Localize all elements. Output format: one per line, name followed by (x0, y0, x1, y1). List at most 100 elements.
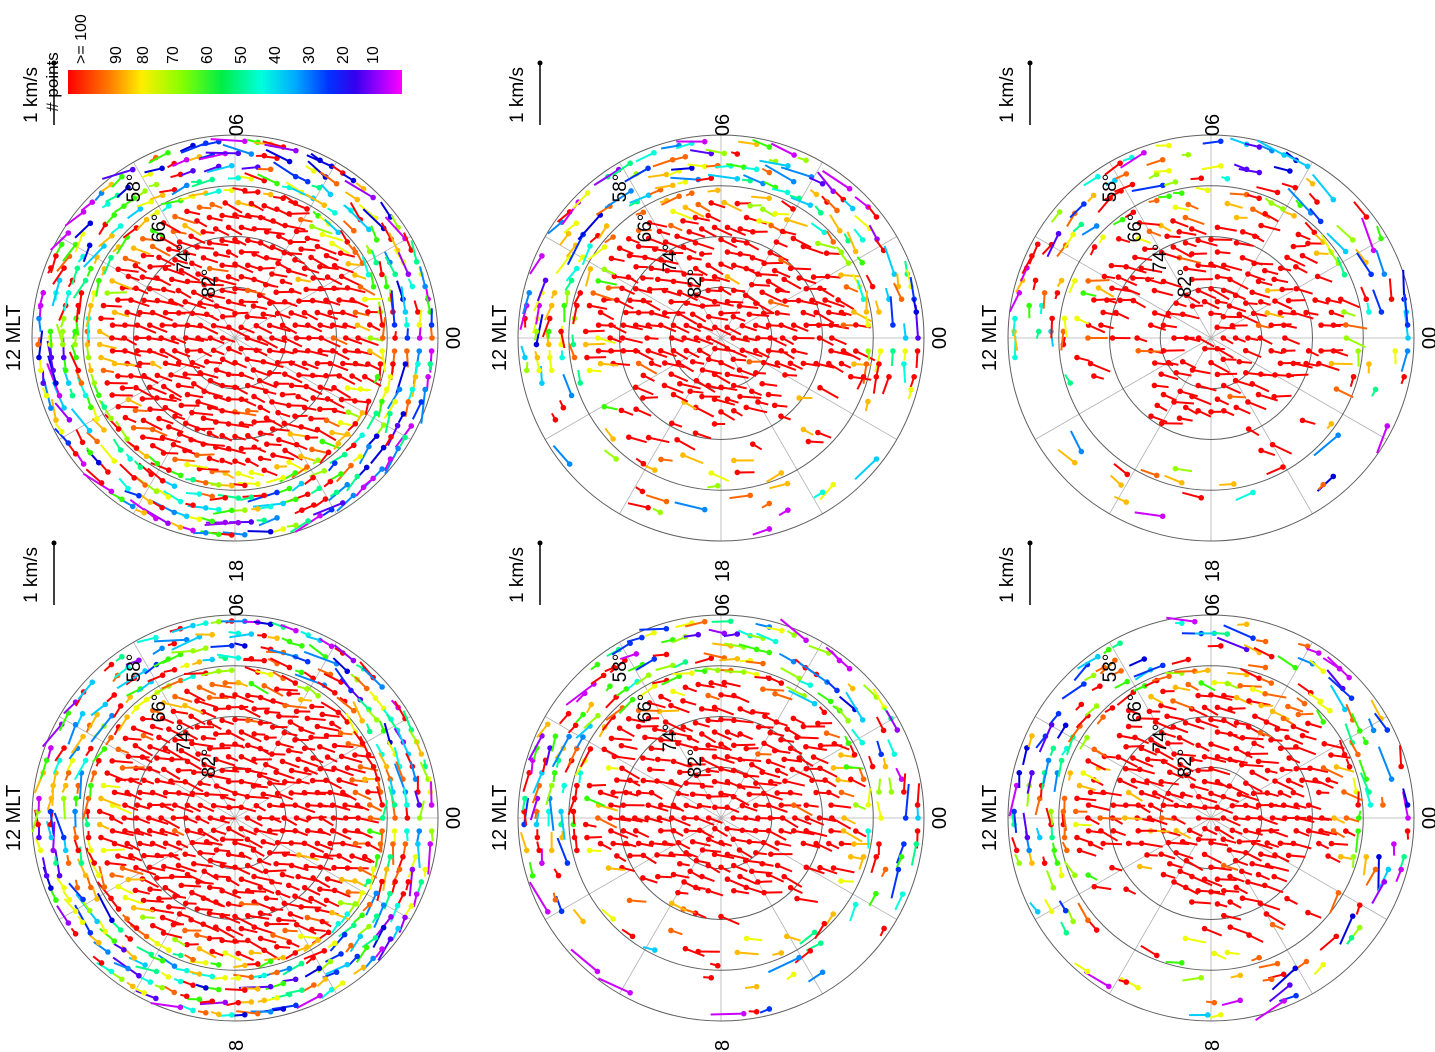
vector-origin (73, 795, 79, 802)
vector-origin (88, 367, 94, 374)
flow-vector (269, 324, 291, 333)
vector-origin (711, 421, 718, 427)
vector-origin (139, 236, 146, 242)
flow-vector (323, 672, 342, 683)
flow-vector (250, 682, 269, 695)
vector-origin (287, 431, 294, 437)
flow-vector (205, 151, 239, 155)
vector-origin (412, 374, 419, 380)
flow-vector (331, 911, 351, 921)
vector-origin (170, 441, 177, 448)
vector-origin (800, 840, 807, 847)
vector-origin (253, 802, 260, 809)
vector-origin (601, 746, 608, 753)
vector-origin (724, 324, 730, 331)
vector-origin (159, 322, 166, 328)
vector-origin (189, 409, 195, 416)
vector-origin (207, 377, 214, 384)
flow-vector (272, 454, 295, 461)
vector-origin (803, 743, 809, 750)
vector-origin (111, 938, 118, 944)
vector-origin (115, 906, 122, 912)
vector-origin (58, 428, 65, 435)
vector-origin (670, 688, 676, 695)
vector-origin (85, 834, 92, 841)
vector-origin (828, 322, 834, 328)
flow-vector (702, 369, 722, 375)
flow-vector (104, 413, 120, 430)
vector-origin (640, 460, 647, 467)
flow-vector (210, 138, 245, 143)
vector-origin (87, 404, 94, 411)
vector-origin (632, 322, 639, 328)
vector-origin (792, 815, 798, 821)
vector-origin (125, 876, 132, 883)
vector-origin (361, 853, 368, 860)
vector-origin (373, 259, 380, 266)
vector-origin (299, 987, 305, 993)
vector-origin (333, 969, 340, 976)
vector-origin (175, 382, 182, 389)
vector-origin (130, 905, 137, 911)
vector-origin (194, 698, 200, 704)
vector-origin (749, 441, 756, 447)
vector-origin (790, 235, 797, 242)
vector-origin (115, 853, 121, 859)
vector-origin (361, 296, 368, 303)
vector-origin (65, 860, 72, 866)
vector-origin (182, 851, 188, 857)
vector-origin (348, 462, 354, 469)
vector-origin (605, 865, 612, 871)
latitude-label: 66° (635, 214, 656, 243)
vector-origin (645, 802, 652, 808)
vector-origin (303, 383, 310, 390)
vector-origin (140, 417, 147, 424)
vector-origin (274, 944, 280, 950)
vector-origin (331, 887, 338, 894)
flow-vector (191, 891, 211, 901)
vector-origin (387, 890, 393, 897)
vector-origin (263, 734, 270, 741)
flow-vector (200, 670, 219, 677)
vector-origin (98, 354, 104, 361)
vector-origin (244, 287, 251, 294)
vector-origin (202, 985, 209, 991)
flow-vector (304, 886, 321, 896)
latitude-label: 74° (174, 244, 195, 273)
vector-origin (595, 278, 601, 284)
flow-vector (333, 386, 352, 399)
vector-origin (109, 278, 115, 284)
vector-origin (238, 753, 245, 760)
vector-origin (565, 710, 572, 717)
vector-origin (711, 753, 718, 760)
vector-origin (267, 503, 274, 510)
vector-origin (60, 795, 67, 802)
vector-origin (835, 777, 841, 783)
flow-vector (96, 881, 112, 900)
flow-vector (52, 821, 56, 851)
vector-origin (730, 382, 737, 389)
flow-vector (199, 371, 219, 379)
vector-origin (251, 393, 257, 400)
vector-origin (765, 278, 772, 285)
flow-vector (115, 420, 128, 440)
vector-origin (891, 271, 898, 277)
vector-origin (570, 341, 577, 348)
vector-origin (416, 828, 423, 834)
vector-origin (270, 452, 276, 458)
flow-vector (229, 633, 252, 639)
flow-vector (257, 173, 278, 185)
flow-vector (635, 349, 654, 361)
vector-origin (340, 360, 346, 367)
vector-origin (359, 890, 366, 896)
vector-origin (344, 911, 351, 917)
vector-origin (746, 358, 753, 365)
vector-origin (597, 360, 604, 367)
vector-origin (409, 866, 416, 873)
vector-origin (251, 419, 257, 425)
vector-origin (915, 335, 921, 341)
vector-origin (232, 839, 238, 846)
vector-origin (766, 500, 773, 507)
vector-origin (293, 335, 300, 341)
vector-origin (392, 815, 398, 821)
